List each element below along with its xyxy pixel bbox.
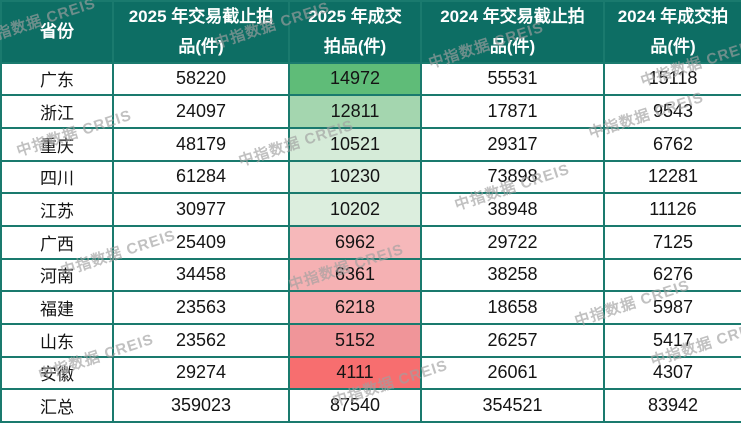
- table-row: 江苏 30977 10202 38948 11126: [0, 192, 741, 227]
- deal-2024-cell: 9543: [603, 94, 741, 129]
- deal-2025-cell: 87540: [288, 388, 422, 423]
- col-header-2024-total: 2024 年交易截止拍品(件): [420, 0, 605, 64]
- total-2024-cell: 26257: [420, 322, 605, 358]
- deal-2024-cell: 12281: [603, 159, 741, 195]
- total-2025-cell: 29274: [112, 355, 290, 391]
- total-2024-cell: 18658: [420, 290, 605, 325]
- table-row: 广西 25409 6962 29722 7125: [0, 224, 741, 260]
- province-cell: 安徽: [0, 355, 114, 391]
- province-cell: 江苏: [0, 192, 114, 227]
- total-2024-cell: 55531: [420, 61, 605, 97]
- total-2025-cell: 359023: [112, 388, 290, 423]
- deal-2024-cell: 15118: [603, 61, 741, 97]
- province-cell: 重庆: [0, 126, 114, 162]
- total-2025-cell: 61284: [112, 159, 290, 195]
- col-header-2024-deal: 2024 年成交拍品(件): [603, 0, 741, 64]
- province-cell: 四川: [0, 159, 114, 195]
- deal-2024-cell: 11126: [603, 192, 741, 227]
- total-2024-cell: 354521: [420, 388, 605, 423]
- col-header-2025-deal: 2025 年成交拍品(件): [288, 0, 422, 64]
- province-cell: 山东: [0, 322, 114, 358]
- deal-2024-cell: 83942: [603, 388, 741, 423]
- total-2024-cell: 26061: [420, 355, 605, 391]
- deal-2024-cell: 5987: [603, 290, 741, 325]
- total-2025-cell: 30977: [112, 192, 290, 227]
- table-row: 广东 58220 14972 55531 15118: [0, 61, 741, 97]
- deal-2025-cell: 4111: [288, 355, 422, 391]
- province-cell: 河南: [0, 257, 114, 293]
- total-2025-cell: 23563: [112, 290, 290, 325]
- deal-2024-cell: 7125: [603, 224, 741, 260]
- col-header-2025-total: 2025 年交易截止拍品(件): [112, 0, 290, 64]
- deal-2025-cell: 14972: [288, 61, 422, 97]
- deal-2025-cell: 12811: [288, 94, 422, 129]
- deal-2025-cell: 10230: [288, 159, 422, 195]
- deal-2024-cell: 6762: [603, 126, 741, 162]
- province-cell: 广西: [0, 224, 114, 260]
- deal-2024-cell: 4307: [603, 355, 741, 391]
- total-2024-cell: 17871: [420, 94, 605, 129]
- deal-2025-cell: 6361: [288, 257, 422, 293]
- deal-2024-cell: 5417: [603, 322, 741, 358]
- table-row: 浙江 24097 12811 17871 9543: [0, 94, 741, 129]
- total-2025-cell: 24097: [112, 94, 290, 129]
- total-2025-cell: 23562: [112, 322, 290, 358]
- total-2024-cell: 73898: [420, 159, 605, 195]
- deal-2025-cell: 6962: [288, 224, 422, 260]
- province-cell: 广东: [0, 61, 114, 97]
- total-2024-cell: 38258: [420, 257, 605, 293]
- total-2025-cell: 34458: [112, 257, 290, 293]
- province-cell: 汇总: [0, 388, 114, 423]
- province-cell: 浙江: [0, 94, 114, 129]
- total-2024-cell: 29722: [420, 224, 605, 260]
- total-2025-cell: 48179: [112, 126, 290, 162]
- table-row: 重庆 48179 10521 29317 6762: [0, 126, 741, 162]
- deal-2025-cell: 10521: [288, 126, 422, 162]
- total-2025-cell: 58220: [112, 61, 290, 97]
- col-header-province: 省份: [0, 0, 114, 64]
- province-cell: 福建: [0, 290, 114, 325]
- table-row: 四川 61284 10230 73898 12281: [0, 159, 741, 195]
- deal-2025-cell: 6218: [288, 290, 422, 325]
- header-row: 省份 2025 年交易截止拍品(件) 2025 年成交拍品(件) 2024 年交…: [0, 0, 741, 64]
- total-2025-cell: 25409: [112, 224, 290, 260]
- table-row: 安徽 29274 4111 26061 4307: [0, 355, 741, 391]
- table-row: 河南 34458 6361 38258 6276: [0, 257, 741, 293]
- deal-2025-cell: 10202: [288, 192, 422, 227]
- table-row: 山东 23562 5152 26257 5417: [0, 322, 741, 358]
- total-2024-cell: 38948: [420, 192, 605, 227]
- total-2024-cell: 29317: [420, 126, 605, 162]
- table-row: 福建 23563 6218 18658 5987: [0, 290, 741, 325]
- deal-2025-cell: 5152: [288, 322, 422, 358]
- deal-2024-cell: 6276: [603, 257, 741, 293]
- table-row-total: 汇总 359023 87540 354521 83942: [0, 388, 741, 423]
